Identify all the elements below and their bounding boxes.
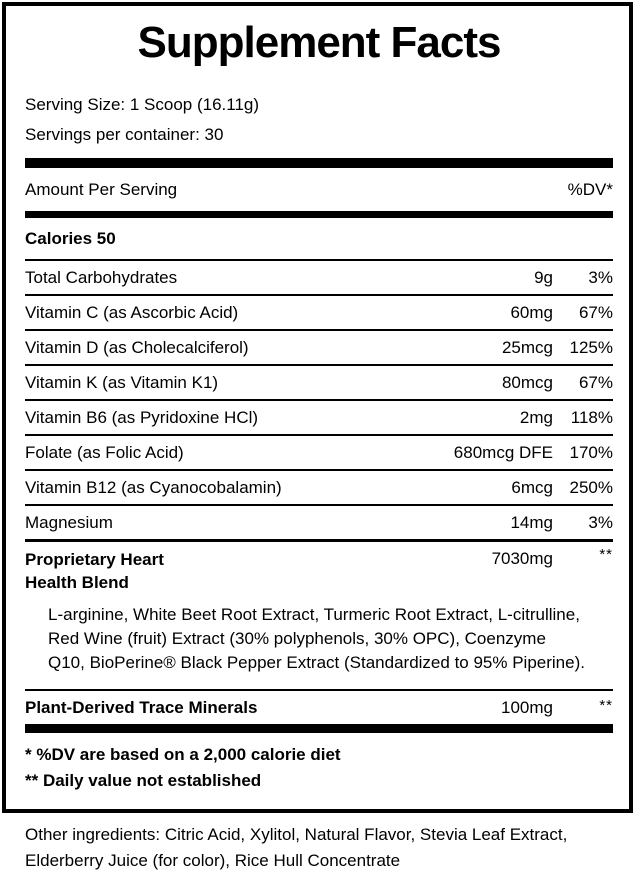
proprietary-blend-row: Proprietary Heart Health Blend 7030mg ** [25,538,613,601]
nutrient-dv: 118% [570,407,613,427]
footnote-dv: * %DV are based on a 2,000 calorie diet [25,744,341,764]
nutrient-dv: 3% [588,512,613,532]
servings-per-container-text: Servings per container: 30 [25,124,224,144]
nutrient-name: Folate (as Folic Acid) [25,442,184,462]
nutrient-amount: 2mg [519,407,553,427]
trace-minerals-row: Plant-Derived Trace Minerals 100mg ** [25,688,613,724]
nutrient-name: Vitamin C (as Ascorbic Acid) [25,302,239,322]
nutrient-amount: 25mcg [501,337,553,357]
nutrient-name: Total Carbohydrates [25,267,178,287]
panel-title: Supplement Facts [137,18,502,67]
nutrient-name: Vitamin D (as Cholecalciferol) [25,337,249,357]
table-row: Vitamin B12 (as Cyanocobalamin) 6mcg 250… [25,468,613,504]
nutrient-dv: 67% [578,302,613,322]
nutrient-dv: 67% [578,372,613,392]
table-header-row: Amount Per Serving %DV* [25,168,613,211]
other-ingredients-text: Other ingredients: Citric Acid, Xylitol,… [25,825,568,870]
dv-header: %DV* [567,179,613,199]
trace-minerals-name: Plant-Derived Trace Minerals [25,697,258,717]
nutrient-amount: 6mcg [511,477,553,497]
table-row: Vitamin K (as Vitamin K1) 80mcg 67% [25,363,613,399]
nutrient-dv: 170% [569,442,613,462]
footnote-daily-value: ** Daily value not established [25,770,262,790]
nutrient-dv: 125% [569,337,613,357]
table-row: Vitamin D (as Cholecalciferol) 25mcg 125… [25,328,613,364]
table-row: Folate (as Folic Acid) 680mcg DFE 170% [25,433,613,469]
table-row: Vitamin C (as Ascorbic Acid) 60mg 67% [25,293,613,329]
divider-medium [25,210,613,218]
serving-size-text: Serving Size: 1 Scoop (16.11g) [25,94,260,114]
nutrient-name: Magnesium [25,512,113,532]
table-row: Magnesium 14mg 3% [25,503,613,539]
nutrient-dv: 250% [569,477,613,497]
divider-thick-top [25,157,613,168]
nutrient-amount: 60mg [510,302,553,322]
nutrient-dv: 3% [588,267,613,287]
divider-thick-bottom [25,723,613,733]
proprietary-blend-description: L-arginine, White Beet Root Extract, Tur… [48,605,585,673]
supplement-facts-panel: Supplement Facts Serving Size: 1 Scoop (… [2,2,633,813]
nutrient-amount: 9g [534,267,553,287]
trace-minerals-amount: 100mg [501,697,553,717]
footnotes: * %DV are based on a 2,000 calorie diet … [25,742,613,794]
nutrient-name: Vitamin K (as Vitamin K1) [25,372,219,392]
calories-row: Calories 50 [25,228,116,248]
nutrient-amount: 80mcg [501,372,553,392]
nutrient-name: Vitamin B6 (as Pyridoxine HCl) [25,407,259,427]
amount-per-serving-header: Amount Per Serving [25,179,178,199]
nutrient-amount: 14mg [510,512,553,532]
table-row: Total Carbohydrates 9g 3% [25,258,613,294]
trace-minerals-dv: ** [599,696,613,714]
proprietary-blend-dv: ** [599,545,613,563]
proprietary-blend-name: Proprietary Heart Health Blend [25,549,164,592]
proprietary-blend-amount: 7030mg [491,548,553,568]
table-row: Vitamin B6 (as Pyridoxine HCl) 2mg 118% [25,398,613,434]
nutrient-name: Vitamin B12 (as Cyanocobalamin) [25,477,282,497]
nutrient-amount: 680mcg DFE [453,442,553,462]
